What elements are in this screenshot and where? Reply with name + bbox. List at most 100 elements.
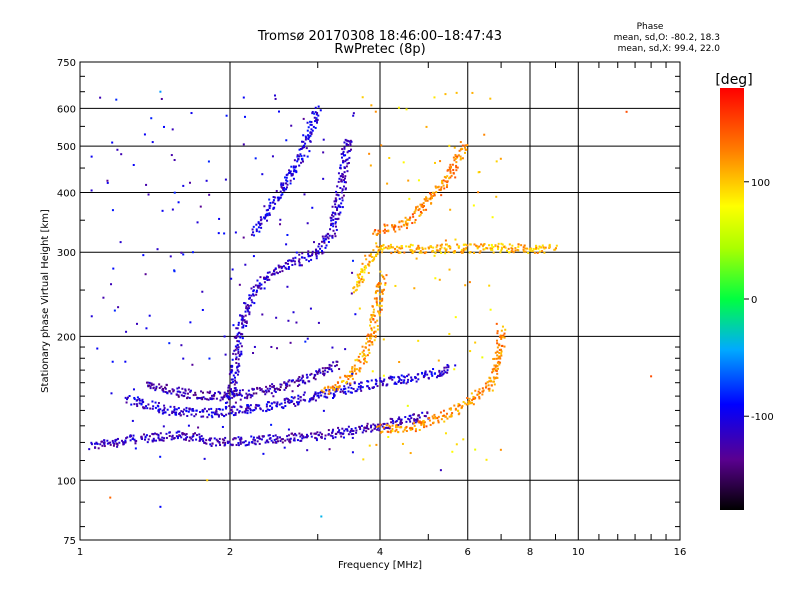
data-point (478, 251, 481, 254)
data-point (302, 144, 305, 147)
data-point (422, 376, 425, 379)
data-point (285, 267, 288, 270)
data-point (311, 129, 314, 132)
data-point (531, 250, 534, 253)
data-point (492, 380, 495, 383)
data-point (283, 446, 286, 449)
data-point (494, 369, 497, 372)
y-tick-label: 600 (57, 104, 76, 115)
data-point (190, 389, 193, 392)
data-point (406, 404, 409, 407)
data-point (372, 314, 375, 317)
data-point (151, 400, 154, 403)
data-point (323, 241, 326, 244)
data-point (450, 415, 453, 418)
data-point (124, 441, 127, 444)
data-point (252, 388, 255, 391)
data-point (169, 405, 172, 408)
data-point (451, 450, 454, 453)
data-point (171, 412, 174, 415)
data-point (354, 427, 357, 430)
data-point (291, 400, 294, 403)
data-point (215, 408, 218, 411)
data-point (244, 310, 247, 313)
data-point (511, 247, 514, 250)
data-point (256, 436, 259, 439)
data-point (246, 412, 249, 415)
data-point (382, 229, 385, 232)
data-point (368, 334, 371, 337)
data-point (264, 214, 267, 217)
data-point (440, 181, 443, 184)
data-point (405, 223, 408, 226)
data-point (285, 397, 288, 400)
data-point (496, 361, 499, 364)
data-point (226, 440, 229, 443)
data-point (187, 410, 190, 413)
data-point (430, 195, 433, 198)
data-point (140, 403, 143, 406)
data-point (99, 443, 102, 446)
data-point (314, 106, 317, 109)
data-point (320, 394, 323, 397)
data-point (163, 404, 166, 407)
data-point (138, 399, 141, 402)
data-point (315, 248, 318, 251)
data-point (112, 444, 115, 447)
data-point (162, 125, 165, 128)
data-point (296, 401, 299, 404)
data-point (253, 439, 256, 442)
data-point (371, 343, 374, 346)
data-point (266, 279, 269, 282)
data-point (314, 126, 317, 129)
data-point (385, 274, 388, 277)
data-point (465, 403, 468, 406)
data-point (304, 135, 307, 138)
data-point (455, 156, 458, 159)
data-point (217, 232, 220, 235)
data-point (136, 405, 139, 408)
data-point (397, 424, 400, 427)
data-point (218, 407, 221, 410)
data-point (184, 438, 187, 441)
data-point (283, 399, 286, 402)
data-point (346, 151, 349, 154)
data-point (209, 439, 212, 442)
data-point (133, 403, 136, 406)
data-point (209, 398, 212, 401)
data-point (404, 416, 407, 419)
data-point (395, 428, 398, 431)
data-point (294, 169, 297, 172)
data-point (133, 396, 136, 399)
data-point (216, 439, 219, 442)
data-point (377, 232, 380, 235)
data-point (189, 436, 192, 439)
data-point (254, 284, 257, 287)
data-point (184, 389, 187, 392)
data-point (252, 293, 255, 296)
data-point (152, 383, 155, 386)
data-point (158, 383, 161, 386)
data-point (334, 433, 337, 436)
data-point (397, 106, 400, 109)
data-point (125, 401, 128, 404)
data-point (422, 202, 425, 205)
data-point (237, 362, 240, 365)
data-point (116, 445, 119, 448)
data-point (273, 269, 276, 272)
data-point (385, 384, 388, 387)
data-point (265, 410, 268, 413)
data-point (274, 97, 277, 100)
data-point (140, 435, 143, 438)
data-point (279, 386, 282, 389)
data-point (377, 229, 380, 232)
data-point (240, 437, 243, 440)
data-point (473, 243, 476, 246)
data-point (259, 287, 262, 290)
data-point (548, 246, 551, 249)
data-point (199, 437, 202, 440)
data-point (176, 390, 179, 393)
data-point (322, 372, 325, 375)
data-point (377, 246, 380, 249)
